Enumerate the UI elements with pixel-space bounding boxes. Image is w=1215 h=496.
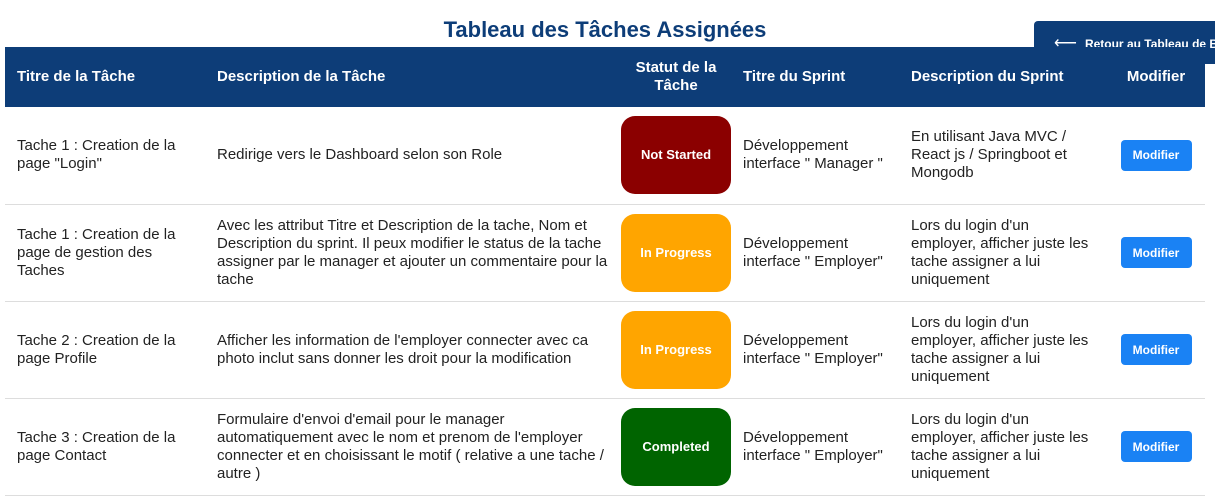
edit-button[interactable]: Modifier (1120, 431, 1192, 462)
sprint-title-cell: Développement interface " Manager " (731, 107, 899, 205)
header-sprint-title: Titre du Sprint (731, 47, 899, 107)
task-description-cell: Avec les attribut Titre et Description d… (205, 204, 621, 302)
sprint-title-cell: Développement interface " Employer" (731, 204, 899, 302)
sprint-description-cell: Lors du login d'un employer, afficher ju… (899, 301, 1107, 399)
table-row: Tache 2 : Creation de la page Profile Af… (5, 301, 1205, 399)
header-task-title: Titre de la Tâche (5, 47, 205, 107)
status-badge: In Progress (621, 213, 731, 292)
table-row: Tache 1 : Creation de la page de gestion… (5, 204, 1205, 302)
edit-button[interactable]: Modifier (1120, 139, 1192, 171)
task-description-cell: Formulaire d'envoi d'email pour le manag… (205, 398, 621, 496)
header-task-status: Statut de la Tâche (621, 47, 731, 107)
sprint-description-cell: En utilisant Java MVC / React js / Sprin… (899, 107, 1107, 205)
header-sprint-description: Description du Sprint (899, 47, 1107, 107)
edit-button[interactable]: Modifier (1120, 237, 1192, 268)
sprint-description-cell: Lors du login d'un employer, afficher ju… (899, 204, 1107, 302)
tasks-table: Titre de la Tâche Description de la Tâch… (5, 47, 1205, 496)
status-badge: Completed (621, 407, 731, 486)
task-description-cell: Redirige vers le Dashboard selon son Rol… (205, 107, 621, 205)
task-title-cell: Tache 2 : Creation de la page Profile (5, 301, 205, 399)
task-title-cell: Tache 1 : Creation de la page "Login" (5, 107, 205, 205)
task-description-cell: Afficher les information de l'employer c… (205, 301, 621, 399)
table-header: Titre de la Tâche Description de la Tâch… (5, 47, 1205, 107)
task-title-cell: Tache 3 : Creation de la page Contact (5, 398, 205, 496)
header-edit: Modifier (1107, 47, 1205, 107)
sprint-title-cell: Développement interface " Employer" (731, 398, 899, 496)
header-task-description: Description de la Tâche (205, 47, 621, 107)
status-badge: In Progress (621, 310, 731, 389)
table-row: Tache 3 : Creation de la page Contact Fo… (5, 398, 1205, 496)
sprint-title-cell: Développement interface " Employer" (731, 301, 899, 399)
status-badge: Not Started (621, 116, 731, 195)
task-title-cell: Tache 1 : Creation de la page de gestion… (5, 204, 205, 302)
table-row: Tache 1 : Creation de la page "Login" Re… (5, 107, 1205, 205)
sprint-description-cell: Lors du login d'un employer, afficher ju… (899, 398, 1107, 496)
page-title: Tableau des Tâches Assignées (443, 16, 767, 42)
edit-button[interactable]: Modifier (1120, 334, 1192, 365)
